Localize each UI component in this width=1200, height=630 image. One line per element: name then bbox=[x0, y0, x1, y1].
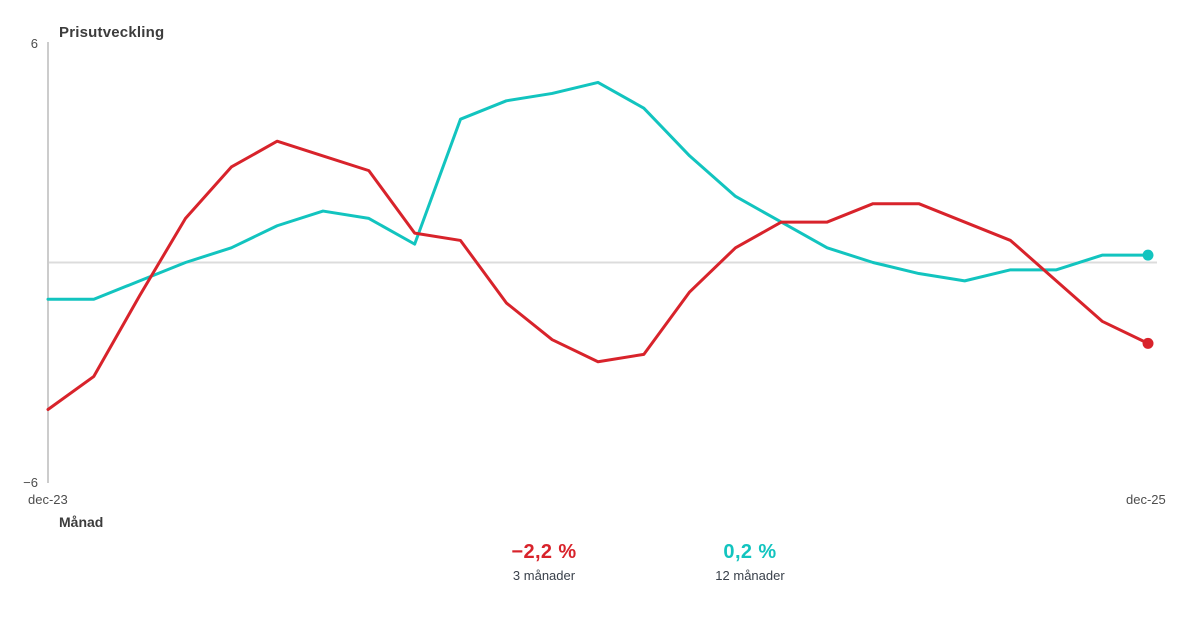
legend-label-12-months: 12 månader bbox=[715, 568, 785, 583]
legend-item-12-months: 0,2 % 12 månader bbox=[640, 541, 860, 583]
x-axis-title: Månad bbox=[59, 514, 104, 530]
legend-value-12-months: 0,2 % bbox=[723, 541, 777, 563]
x-axis-first-tick: dec-23 bbox=[28, 492, 68, 507]
legend-value-3-months: −2,2 % bbox=[511, 541, 577, 563]
chart-title: Prisutveckling bbox=[59, 24, 165, 41]
y-axis-min-label: −6 bbox=[23, 475, 38, 490]
y-axis-max-label: 6 bbox=[30, 36, 38, 51]
legend-item-3-months: −2,2 % 3 månader bbox=[434, 541, 654, 583]
x-axis-last-tick: dec-25 bbox=[1126, 492, 1166, 507]
legend-label-3-months: 3 månader bbox=[512, 568, 576, 583]
